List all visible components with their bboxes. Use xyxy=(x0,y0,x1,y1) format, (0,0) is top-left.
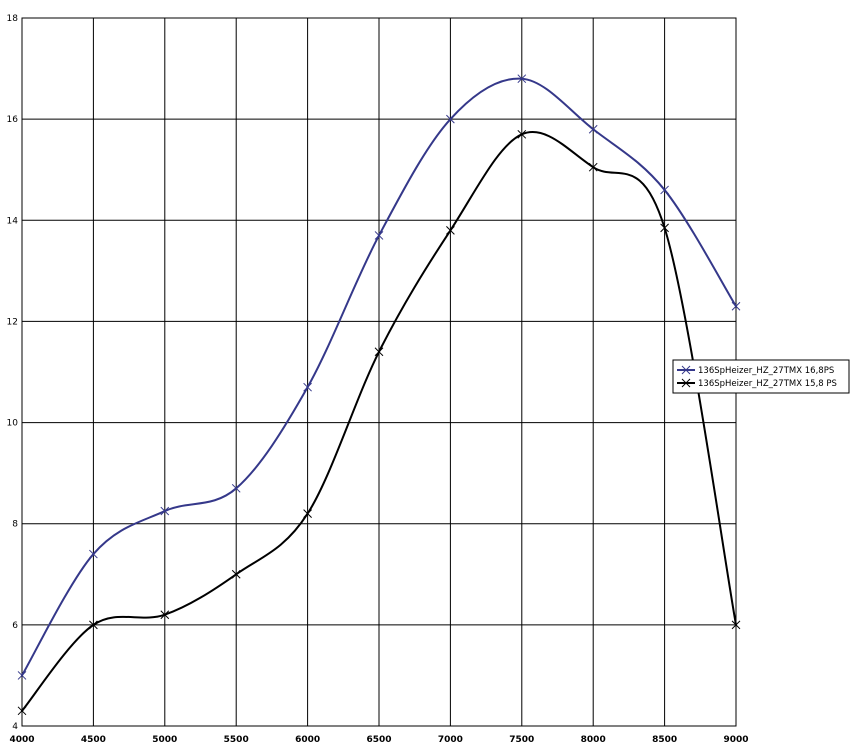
series-line-1 xyxy=(21,77,737,677)
legend-box xyxy=(672,359,850,394)
legend-marker-icon xyxy=(681,378,691,388)
legend-marker-icon xyxy=(681,365,691,375)
series-2-point xyxy=(160,610,170,620)
x-tick-label: 6500 xyxy=(366,735,391,745)
series-2-point xyxy=(517,129,527,139)
y-tick-label: 14 xyxy=(7,216,19,226)
series-1-point xyxy=(303,382,312,392)
series-1-point xyxy=(374,231,384,240)
y-tick-label: 12 xyxy=(7,317,18,327)
x-tick-label: 5500 xyxy=(224,735,249,745)
series-2-point xyxy=(303,509,312,518)
series-1-point xyxy=(231,483,241,493)
series-1-point xyxy=(446,114,455,124)
x-tick-label: 4500 xyxy=(81,735,106,745)
series-1-point xyxy=(89,549,98,559)
legend-label: 136SpHeizer_HZ_27TMX 16,8PS xyxy=(698,366,834,376)
series-2-point xyxy=(17,706,27,716)
x-tick-label: 8000 xyxy=(581,735,606,745)
x-tick-label: 4000 xyxy=(9,735,34,745)
legend-label: 136SpHeizer_HZ_27TMX 15,8 PS xyxy=(698,379,837,389)
x-tick-label: 8500 xyxy=(652,735,677,745)
series-2-point xyxy=(231,569,241,579)
y-tick-label: 8 xyxy=(12,520,18,530)
x-tick-label: 6000 xyxy=(295,735,320,745)
y-tick-label: 4 xyxy=(12,722,18,732)
x-tick-label: 9000 xyxy=(723,735,748,745)
legend: 136SpHeizer_HZ_27TMX 16,8PS 136SpHeizer_H… xyxy=(672,359,850,394)
y-tick-label: 18 xyxy=(7,14,19,24)
x-tick-label: 7000 xyxy=(438,735,463,745)
series-1-point xyxy=(17,671,27,680)
series-2-point xyxy=(89,620,98,630)
series-markers xyxy=(17,74,741,716)
series-2-point xyxy=(446,226,455,235)
series-1-point xyxy=(160,506,170,516)
series-1-point xyxy=(588,124,598,134)
series-1-point xyxy=(731,301,741,311)
axes: 4 6 8 10 12 14 16 18 4000 4500 5000 5500 6000 6500 700… xyxy=(7,14,749,745)
x-tick-label: 7500 xyxy=(509,735,534,745)
y-tick-label: 16 xyxy=(7,115,19,125)
legend-item: 136SpHeizer_HZ_27TMX 16,8PS xyxy=(677,365,834,376)
series-1-point xyxy=(517,74,527,84)
legend-item: 136SpHeizer_HZ_27TMX 15,8 PS xyxy=(677,378,837,389)
series-1-point xyxy=(660,185,669,195)
y-tick-label: 10 xyxy=(7,419,19,429)
series-2-point xyxy=(660,223,669,233)
series-2-point xyxy=(374,347,384,357)
series-2-point xyxy=(731,620,741,630)
series-2-point xyxy=(588,162,598,172)
x-tick-label: 5000 xyxy=(152,735,177,745)
y-tick-label: 6 xyxy=(12,621,18,631)
grid xyxy=(21,17,737,727)
